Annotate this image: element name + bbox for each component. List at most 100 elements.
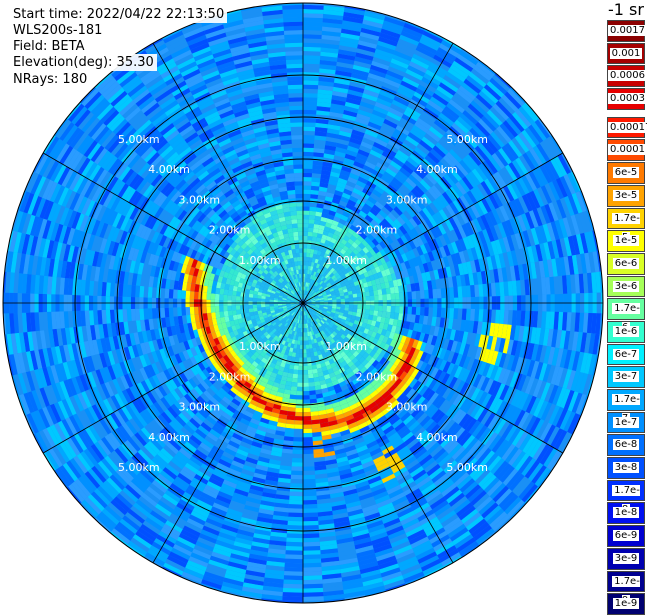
field-cell [409,204,419,216]
field-cell [265,319,271,324]
field-cell [242,464,256,473]
field-cell [345,284,351,289]
field-cell [442,387,453,400]
field-cell [68,484,85,503]
field-cell [329,256,336,263]
field-cell [342,582,364,590]
field-cell [455,429,469,444]
field-cell [266,471,279,478]
field-cell [307,292,311,297]
field-cell [269,362,276,369]
field-cell [304,319,306,324]
field-cell [348,512,365,521]
field-cell [198,408,209,419]
field-cell [404,276,411,285]
field-cell [317,322,322,327]
field-cell [280,461,292,467]
field-cell [256,516,273,524]
field-cell [213,337,220,346]
field-cell [328,277,333,283]
field-cell [455,162,469,177]
field-cell [447,351,455,363]
field-cell [340,169,351,177]
field-cell [550,221,560,240]
field-cell [441,78,459,93]
field-cell [510,250,519,266]
field-cell [499,384,510,401]
field-cell [483,112,500,129]
field-cell [299,349,303,354]
field-cell [405,417,417,429]
field-cell [268,459,281,466]
field-cell [114,447,129,464]
field-cell [303,235,308,241]
field-cell [303,449,314,455]
field-cell [466,248,475,262]
field-cell [417,372,427,383]
field-cell [373,273,379,280]
field-cell [171,435,185,448]
field-cell [576,351,585,373]
field-cell [362,229,371,237]
field-cell [206,481,221,491]
field-cell [376,134,390,144]
field-cell [343,488,358,497]
field-cell [263,314,268,319]
field-cell [332,508,348,516]
field-cell [320,422,330,428]
field-cell [273,335,279,341]
field-cell [340,214,349,222]
field-cell [313,148,325,154]
field-cell [305,332,308,337]
field-cell [508,140,523,158]
field-cell [297,374,303,379]
field-cell [167,406,179,419]
field-cell [122,284,128,297]
field-cell [493,268,500,283]
field-cell [197,361,206,372]
field-cell [189,291,195,300]
field-cell [524,172,537,191]
field-cell [533,399,545,418]
field-cell [364,236,372,244]
field-cell [267,424,277,431]
field-cell [303,512,318,518]
field-cell [227,468,242,477]
field-cell [324,314,330,318]
field-cell [384,409,395,419]
field-cell [142,408,155,422]
field-cell [356,259,363,266]
field-cell [342,20,363,28]
field-cell [566,370,576,390]
field-cell [528,124,544,144]
field-cell [318,76,335,83]
field-cell [382,275,389,283]
field-cell [424,155,438,167]
field-cell [317,229,324,235]
field-cell [414,370,423,381]
field-cell [282,592,303,597]
field-cell [334,321,340,327]
field-cell [162,493,179,506]
field-cell [520,310,526,327]
field-cell [406,156,420,168]
field-cell [303,126,316,132]
field-cell [367,153,380,163]
field-cell [316,203,324,209]
field-cell [222,581,243,591]
field-cell [425,324,432,335]
field-cell [332,331,338,337]
field-cell [531,343,539,361]
field-cell [87,406,100,423]
field-cell [486,109,503,126]
field-cell [251,414,262,422]
field-cell [308,293,313,298]
field-cell [360,292,366,297]
field-cell [310,185,320,191]
field-cell [303,156,314,161]
field-cell [315,329,319,334]
field-cell [303,445,314,450]
field-cell [265,344,271,351]
field-cell [303,25,323,31]
field-cell [331,163,343,170]
